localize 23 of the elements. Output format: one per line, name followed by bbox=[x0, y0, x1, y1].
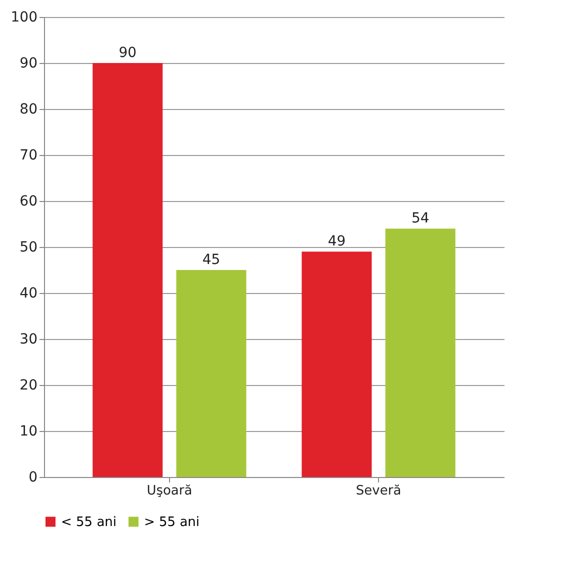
x-tick-label: Uşoară bbox=[146, 484, 192, 498]
y-tick-label: 50 bbox=[20, 240, 38, 256]
x-tick-label: Severă bbox=[356, 484, 402, 498]
data-label: 49 bbox=[328, 234, 346, 250]
y-tick-label: 20 bbox=[20, 378, 38, 394]
y-tick-label: 100 bbox=[10, 10, 38, 26]
y-tick-label: 80 bbox=[20, 102, 38, 118]
y-tick-label: 90 bbox=[20, 56, 38, 72]
legend-label: > 55 ani bbox=[144, 514, 200, 530]
data-label: 90 bbox=[118, 45, 137, 61]
y-tick-label: 70 bbox=[20, 148, 38, 164]
data-label: 45 bbox=[202, 252, 220, 268]
bar bbox=[176, 270, 246, 477]
bar bbox=[92, 63, 163, 477]
bar bbox=[385, 228, 456, 477]
y-tick-label: 0 bbox=[28, 470, 38, 486]
y-tick-label: 10 bbox=[20, 424, 38, 440]
data-label: 54 bbox=[411, 210, 430, 227]
y-tick-label: 60 bbox=[20, 194, 38, 210]
legend-label: < 55 ani bbox=[61, 514, 117, 530]
y-tick-label: 30 bbox=[20, 332, 38, 348]
y-tick-label: 40 bbox=[20, 286, 38, 302]
bar bbox=[302, 252, 372, 477]
